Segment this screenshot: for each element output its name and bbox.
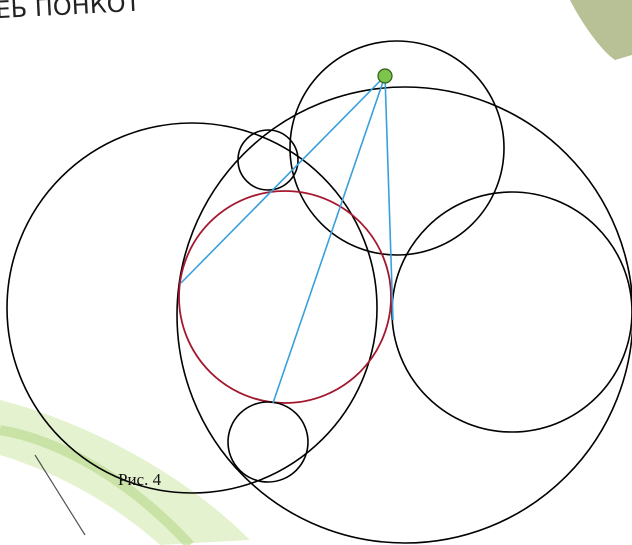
figure-caption: Рис. 4 xyxy=(118,470,162,489)
background-figure xyxy=(570,0,632,60)
circle-top xyxy=(290,41,504,255)
circle-small-bottom xyxy=(228,402,308,482)
circle-inscribed xyxy=(179,191,391,403)
page: ЕЬ ПОНКОТ Рис. 4 (() => { const data = J… xyxy=(0,0,632,545)
tangent-line xyxy=(385,76,393,320)
header-text: ЕЬ ПОНКОТ xyxy=(0,0,141,24)
tangent-line xyxy=(273,76,385,403)
center-point xyxy=(378,69,392,83)
circle-right xyxy=(392,192,632,432)
diagram: ЕЬ ПОНКОТ Рис. 4 xyxy=(0,0,632,545)
tangent-line xyxy=(181,76,385,283)
